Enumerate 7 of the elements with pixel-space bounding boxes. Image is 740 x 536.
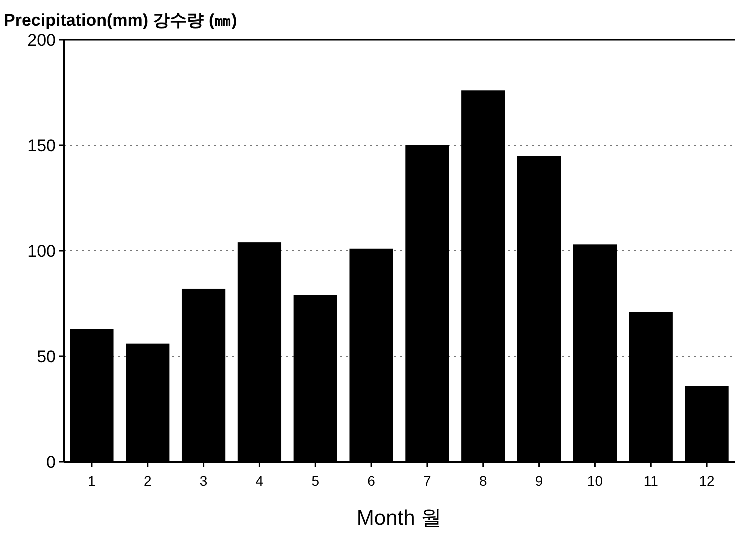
y-tick-label: 200 (28, 31, 56, 50)
chart-title: Precipitation(mm) 강수량 (㎜) (4, 11, 238, 30)
y-tick-label: 150 (28, 136, 56, 156)
y-tick-label: 0 (46, 453, 56, 472)
y-tick-label: 100 (28, 242, 56, 261)
y-tick-label: 50 (37, 348, 56, 366)
x-axis-title: Month 월 (356, 507, 442, 530)
